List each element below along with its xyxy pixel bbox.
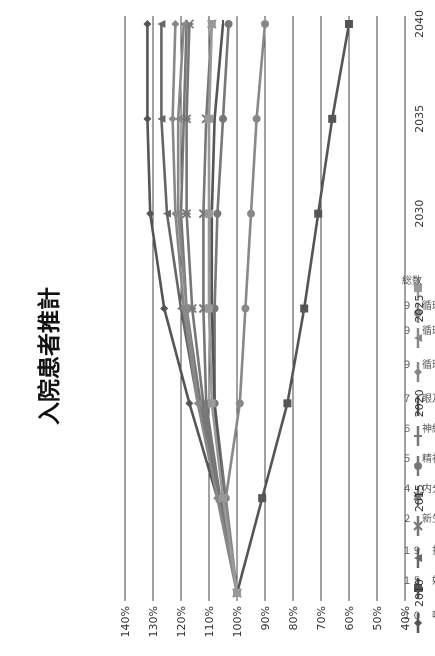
data-point (157, 20, 166, 28)
legend-label: ７ 眼及び付属器の疾患（白内障） (402, 392, 435, 405)
x-tick-label: 2035 (413, 105, 426, 133)
y-tick-label: 100% (231, 606, 244, 637)
data-point (213, 209, 222, 218)
y-tick-label: 130% (147, 606, 160, 637)
legend-item: ４ 内分泌，栄養及び代謝疾患（糖尿病） (402, 482, 435, 506)
data-point (207, 20, 216, 28)
x-axis-ticks: 2010 2015 2020 2025 2030 2035 2040 (413, 10, 426, 607)
data-point (143, 20, 152, 28)
y-axis-ticks: 40% 50% 60% 70% 80% 90% 100% 110% 120% 130% 140% (119, 606, 412, 637)
data-point (261, 20, 269, 28)
data-point (168, 114, 177, 123)
legend-item: ９ 循環器系の疾患（虚血性心疾患）（再掲） (402, 299, 435, 323)
legend-marker (414, 584, 422, 592)
data-point (314, 209, 323, 218)
x-tick-label: 2025 (413, 295, 426, 323)
legend-item: １５ 妊娠，分娩及び産じょく (402, 574, 435, 598)
legend-item: ５ 精神及び行動の障害 (402, 452, 435, 476)
legend-marker (414, 284, 422, 292)
legend-item: ７ 眼及び付属器の疾患（白内障） (402, 392, 435, 416)
series-group (143, 19, 353, 598)
legend-marker (414, 368, 422, 376)
legend-label: １０ 呼吸器系の疾患（肺炎） (402, 609, 435, 622)
legend-marker (414, 554, 422, 562)
x-tick-label: 2030 (413, 200, 426, 228)
legend-label: 総数 (402, 274, 422, 287)
legend-marker (413, 521, 423, 531)
x-tick-label: 2015 (413, 484, 426, 512)
plot-area: 2010 2015 2020 2025 2030 2035 2040 40% 50% 60% 70… (119, 10, 426, 637)
series-12 (205, 20, 241, 597)
legend-label: １５ 妊娠，分娩及び産じょく (402, 574, 435, 587)
data-point (205, 304, 213, 313)
legend-label: ９ 循環器系の疾患（脳血管疾患）（再掲）） (402, 324, 435, 337)
data-point (205, 114, 213, 123)
y-tick-label: 50% (371, 606, 384, 630)
y-tick-label: 80% (287, 606, 300, 630)
y-tick-label: 110% (203, 606, 216, 637)
legend-label: １９ 損傷，中毒及びその他の外因の影響（骨折） (402, 544, 435, 557)
legend-label: ９ 循環器系の疾患（虚血性心疾患）（再掲） (402, 299, 435, 312)
y-tick-label: 40% (399, 606, 412, 630)
legend-marker (414, 462, 422, 470)
y-tick-label: 90% (259, 606, 272, 630)
data-point (235, 399, 244, 408)
data-point (171, 20, 180, 28)
data-point (160, 304, 169, 313)
y-tick-label: 140% (119, 606, 132, 637)
data-point (345, 20, 353, 28)
data-point (174, 209, 183, 218)
x-tick-label: 2020 (413, 389, 426, 417)
data-point (193, 399, 202, 408)
y-tick-label: 120% (175, 606, 188, 637)
data-point (247, 209, 255, 218)
data-point (219, 494, 227, 503)
data-point (205, 209, 213, 218)
series-11 (221, 20, 269, 597)
legend: １０ 呼吸器系の疾患（肺炎） １５ 妊娠，分娩及び産じょく １９ 損傷，中毒及びその… (402, 274, 435, 633)
legend-item: １０ 呼吸器系の疾患（肺炎） (402, 609, 435, 633)
legend-label: ２ 新生物（悪性新生物）（再掲） (402, 512, 435, 525)
data-point (233, 589, 241, 597)
y-tick-label: 70% (315, 606, 328, 630)
data-point (182, 304, 191, 313)
data-point (157, 114, 166, 123)
legend-label: ４ 内分泌，栄養及び代謝疾患（糖尿病） (402, 482, 435, 495)
legend-marker (414, 309, 422, 317)
legend-item: ６ 神経系の疾患 (402, 422, 435, 446)
legend-item: ９ 循環器系の疾患（脳血管疾患）（再掲）） (402, 324, 435, 348)
data-point (163, 209, 171, 218)
data-point (328, 114, 337, 123)
y-tick-label: 60% (343, 606, 356, 630)
legend-marker (414, 619, 422, 627)
legend-label: ９ 循環器系の疾患（心疾患（高血圧性のものを除く））（再掲）） (402, 358, 435, 371)
legend-marker (414, 432, 422, 440)
legend-marker (413, 491, 423, 501)
data-point (174, 114, 183, 123)
legend-item: 総数 (402, 274, 422, 298)
legend-item: １９ 損傷，中毒及びその他の外因の影響（骨折） (402, 544, 435, 568)
x-tick-label: 2040 (413, 10, 426, 38)
legend-label: ６ 神経系の疾患 (402, 422, 435, 435)
data-point (179, 20, 188, 28)
data-point (219, 114, 227, 123)
x-tick-label: 2010 (413, 579, 426, 607)
data-point (143, 114, 152, 123)
data-point (207, 399, 216, 408)
data-point (241, 304, 250, 313)
data-point (283, 399, 292, 408)
data-point (146, 209, 155, 218)
legend-label: ５ 精神及び行動の障害 (402, 452, 435, 465)
chart-title: 入院患者推計 (36, 287, 63, 425)
data-point (300, 304, 309, 313)
legend-marker (414, 334, 422, 342)
data-point (252, 114, 261, 123)
legend-item: ９ 循環器系の疾患（心疾患（高血圧性のものを除く））（再掲）） (402, 358, 435, 382)
data-point (185, 399, 194, 408)
data-point (258, 494, 267, 503)
data-point (224, 20, 233, 28)
legend-item: ２ 新生物（悪性新生物）（再掲） (402, 512, 435, 536)
